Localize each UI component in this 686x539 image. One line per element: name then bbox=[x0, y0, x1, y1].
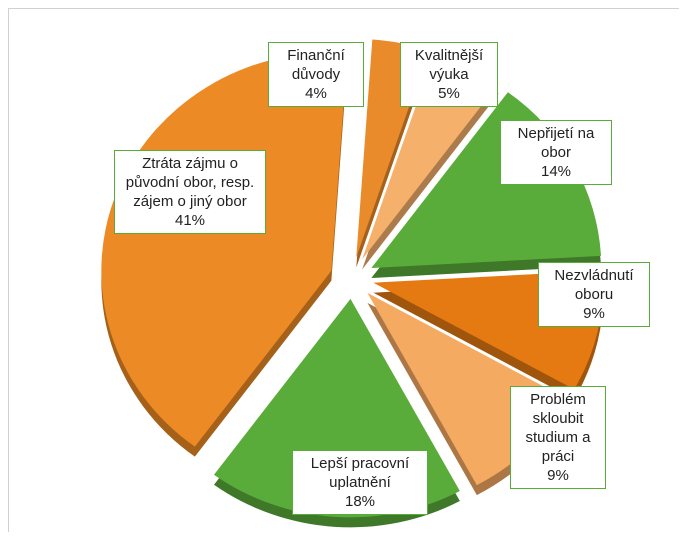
value-label: 4% bbox=[305, 85, 327, 102]
value-label: 9% bbox=[583, 305, 605, 322]
data-label: Finanční důvody 4% bbox=[268, 42, 364, 107]
value-label: 41% bbox=[174, 212, 206, 229]
category-label: Lepší pracovní uplatnění bbox=[310, 455, 410, 491]
value-label: 5% bbox=[438, 85, 460, 102]
chart-frame bbox=[8, 8, 679, 532]
category-label: Ztráta zájmu o původní obor, resp. zájem… bbox=[125, 155, 255, 210]
value-label: 18% bbox=[344, 493, 376, 510]
category-label: Nepřijetí na obor bbox=[517, 125, 595, 161]
data-label: Lepší pracovní uplatnění 18% bbox=[292, 450, 428, 515]
data-label: Nezvládnutí oboru 9% bbox=[538, 262, 650, 327]
data-label: Nepřijetí na obor 14% bbox=[500, 120, 612, 185]
category-label: Finanční důvody bbox=[287, 47, 345, 83]
value-label: 9% bbox=[547, 467, 569, 484]
category-label: Kvalitnější výuka bbox=[414, 47, 484, 83]
category-label: Nezvládnutí oboru bbox=[554, 267, 634, 303]
data-label: Problém skloubit studium a práci 9% bbox=[510, 386, 606, 489]
data-label: Kvalitnější výuka 5% bbox=[400, 42, 498, 107]
category-label: Problém skloubit studium a práci bbox=[525, 391, 591, 465]
value-label: 14% bbox=[540, 163, 572, 180]
data-label: Ztráta zájmu o původní obor, resp. zájem… bbox=[114, 150, 266, 234]
